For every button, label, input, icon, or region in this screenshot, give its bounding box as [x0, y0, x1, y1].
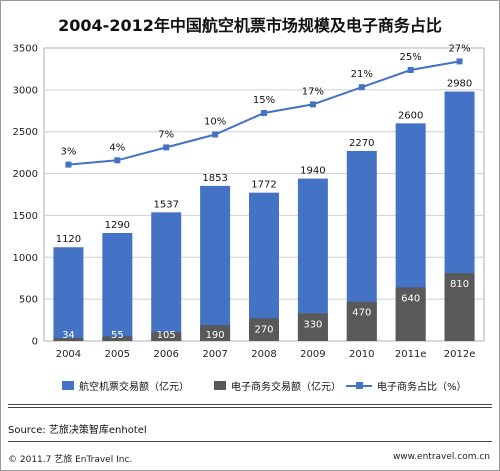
data-label-ecommerce-volume: 330 — [303, 319, 322, 330]
y-tick-label: 2000 — [13, 169, 38, 180]
legend-swatch-blue — [62, 381, 74, 390]
legend-item-ecommerce-share: 电子商务占比（%） — [346, 378, 467, 393]
legend-item-ticket-volume: 航空机票交易额（亿元） — [62, 378, 189, 393]
copyright-text: © 2011.7 艺旅 EnTravel Inc. — [8, 455, 133, 465]
x-tick-label: 2007 — [202, 349, 227, 360]
data-label-ecommerce-volume: 34 — [62, 330, 75, 341]
legend-item-ecommerce-volume: 电子商务交易额（亿元） — [214, 378, 341, 393]
y-tick-label: 2500 — [13, 127, 38, 138]
x-tick-label: 2011e — [395, 349, 427, 360]
divider — [8, 407, 492, 408]
bar-ecommerce-volume — [444, 273, 475, 341]
data-label-ticket-volume: 2270 — [349, 138, 374, 149]
point-ecommerce-share — [358, 84, 365, 91]
source-note: Source: 艺旅决策智库enhotel — [8, 425, 147, 436]
data-label-ticket-volume: 1120 — [56, 234, 81, 245]
y-tick-label: 1000 — [13, 253, 38, 264]
x-tick-label: 2009 — [300, 349, 325, 360]
bar-ticket-volume — [249, 192, 279, 341]
legend-label: 电子商务交易额（亿元） — [231, 382, 341, 393]
point-ecommerce-share — [261, 110, 267, 116]
bar-ticket-volume — [102, 233, 133, 341]
data-label-ticket-volume: 1290 — [105, 220, 130, 231]
x-tick-label: 2008 — [251, 349, 276, 360]
x-tick-label: 2004 — [56, 349, 81, 360]
data-label-ecommerce-share: 27% — [448, 43, 470, 54]
data-label-ecommerce-volume: 270 — [254, 324, 273, 335]
point-ecommerce-share — [309, 101, 316, 108]
data-label-ecommerce-share: 10% — [204, 117, 226, 128]
x-tick-label: 2006 — [153, 349, 178, 360]
bar-ecommerce-volume — [395, 287, 426, 341]
chart-legend: 航空机票交易额（亿元） 电子商务交易额（亿元） 电子商务占比（%） — [0, 378, 500, 394]
data-label-ecommerce-share: 17% — [302, 86, 324, 97]
bar-ecommerce-volume — [346, 301, 377, 341]
x-tick-label: 2012e — [444, 349, 476, 360]
point-ecommerce-share — [212, 131, 219, 138]
data-label-ticket-volume: 2980 — [447, 79, 472, 90]
data-label-ticket-volume: 1772 — [251, 180, 276, 191]
point-ecommerce-share — [456, 58, 463, 65]
bar-ecommerce-volume — [249, 318, 279, 341]
divider — [8, 441, 492, 442]
data-label-ticket-volume: 1537 — [153, 199, 178, 210]
data-label-ecommerce-share: 4% — [109, 142, 125, 153]
data-label-ecommerce-volume: 55 — [111, 330, 124, 341]
legend-swatch-gray — [214, 381, 226, 390]
point-ecommerce-share — [163, 144, 170, 151]
x-tick-label: 2010 — [349, 349, 374, 360]
chart-title: 2004-2012年中国航空机票市场规模及电子商务占比 — [58, 16, 442, 35]
chart-canvas: 0 500 1000 1500 2000 2500 3000 3500 1120 34 2004 12… — [13, 43, 485, 360]
bar-ecommerce-volume — [53, 338, 84, 341]
data-label-ecommerce-share: 3% — [61, 147, 77, 158]
legend-label: 航空机票交易额（亿元） — [79, 382, 189, 393]
y-tick-label: 3000 — [13, 85, 38, 96]
data-label-ecommerce-volume: 190 — [206, 330, 225, 341]
point-ecommerce-share — [407, 67, 414, 73]
bar-ticket-volume — [53, 247, 84, 341]
divider — [8, 404, 492, 405]
bar-ticket-volume — [200, 185, 231, 341]
data-label-ticket-volume: 1940 — [300, 166, 325, 177]
bar-ecommerce-volume — [200, 325, 231, 341]
bar-ecommerce-volume — [102, 336, 133, 341]
data-label-ticket-volume: 1853 — [202, 173, 227, 184]
data-label-ecommerce-volume: 640 — [401, 293, 420, 304]
data-label-ecommerce-share: 7% — [158, 129, 174, 140]
point-ecommerce-share — [114, 157, 121, 164]
bar-ticket-volume — [151, 212, 182, 341]
y-tick-label: 3500 — [13, 44, 38, 55]
website-link[interactable]: www.entravel.com.cn — [392, 452, 490, 462]
data-label-ecommerce-share: 25% — [400, 52, 422, 63]
point-ecommerce-share — [65, 161, 72, 168]
data-label-ecommerce-share: 15% — [253, 95, 275, 106]
data-label-ticket-volume: 2600 — [398, 110, 423, 121]
legend-label: 电子商务占比（%） — [377, 382, 467, 393]
data-label-ecommerce-volume: 470 — [352, 308, 371, 319]
legend-line-marker-icon — [346, 381, 372, 390]
y-tick-label: 1500 — [13, 211, 38, 222]
x-tick-label: 2005 — [105, 349, 130, 360]
data-label-ecommerce-volume: 810 — [450, 279, 469, 290]
y-tick-label: 0 — [32, 337, 38, 348]
data-label-ecommerce-share: 21% — [351, 69, 373, 80]
y-tick-label: 500 — [19, 295, 38, 306]
bar-ecommerce-volume — [297, 313, 328, 341]
bar-ecommerce-volume — [151, 332, 182, 341]
data-label-ecommerce-volume: 105 — [157, 330, 176, 341]
